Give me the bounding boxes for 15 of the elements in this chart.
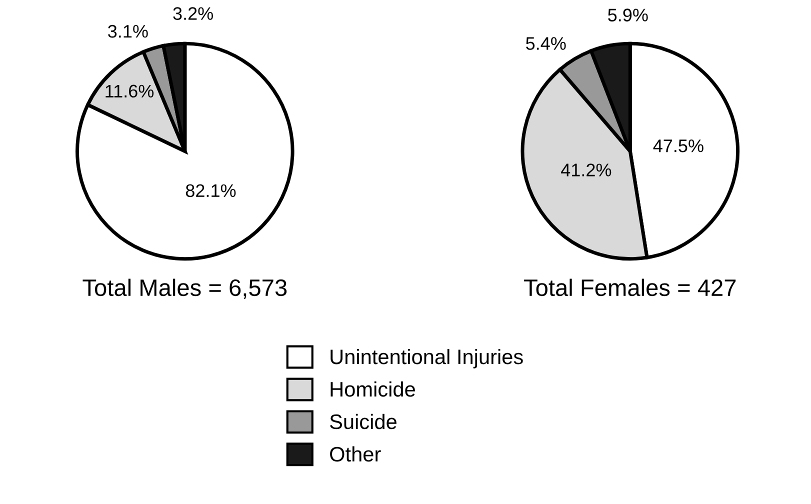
legend-label: Unintentional Injuries (330, 348, 523, 368)
legend-label: Homicide (330, 381, 415, 397)
data-label: 11.6% (106, 84, 154, 98)
data-label: 5.9% (608, 8, 648, 22)
text: Total Males = 6,573 (82, 278, 287, 299)
data-label: 47.5% (653, 140, 704, 152)
data-label: 3.1% (108, 24, 148, 38)
data-label: 5.4% (526, 37, 566, 50)
text: Total Females = 427 (524, 278, 736, 296)
data-label: 41.2% (561, 164, 612, 176)
data-label: 82.1% (186, 184, 236, 198)
pie-slice (76, 42, 294, 261)
legend-label: Suicide (330, 414, 396, 430)
legend-label: Other (330, 446, 381, 462)
data-label: 3.2% (173, 7, 213, 20)
